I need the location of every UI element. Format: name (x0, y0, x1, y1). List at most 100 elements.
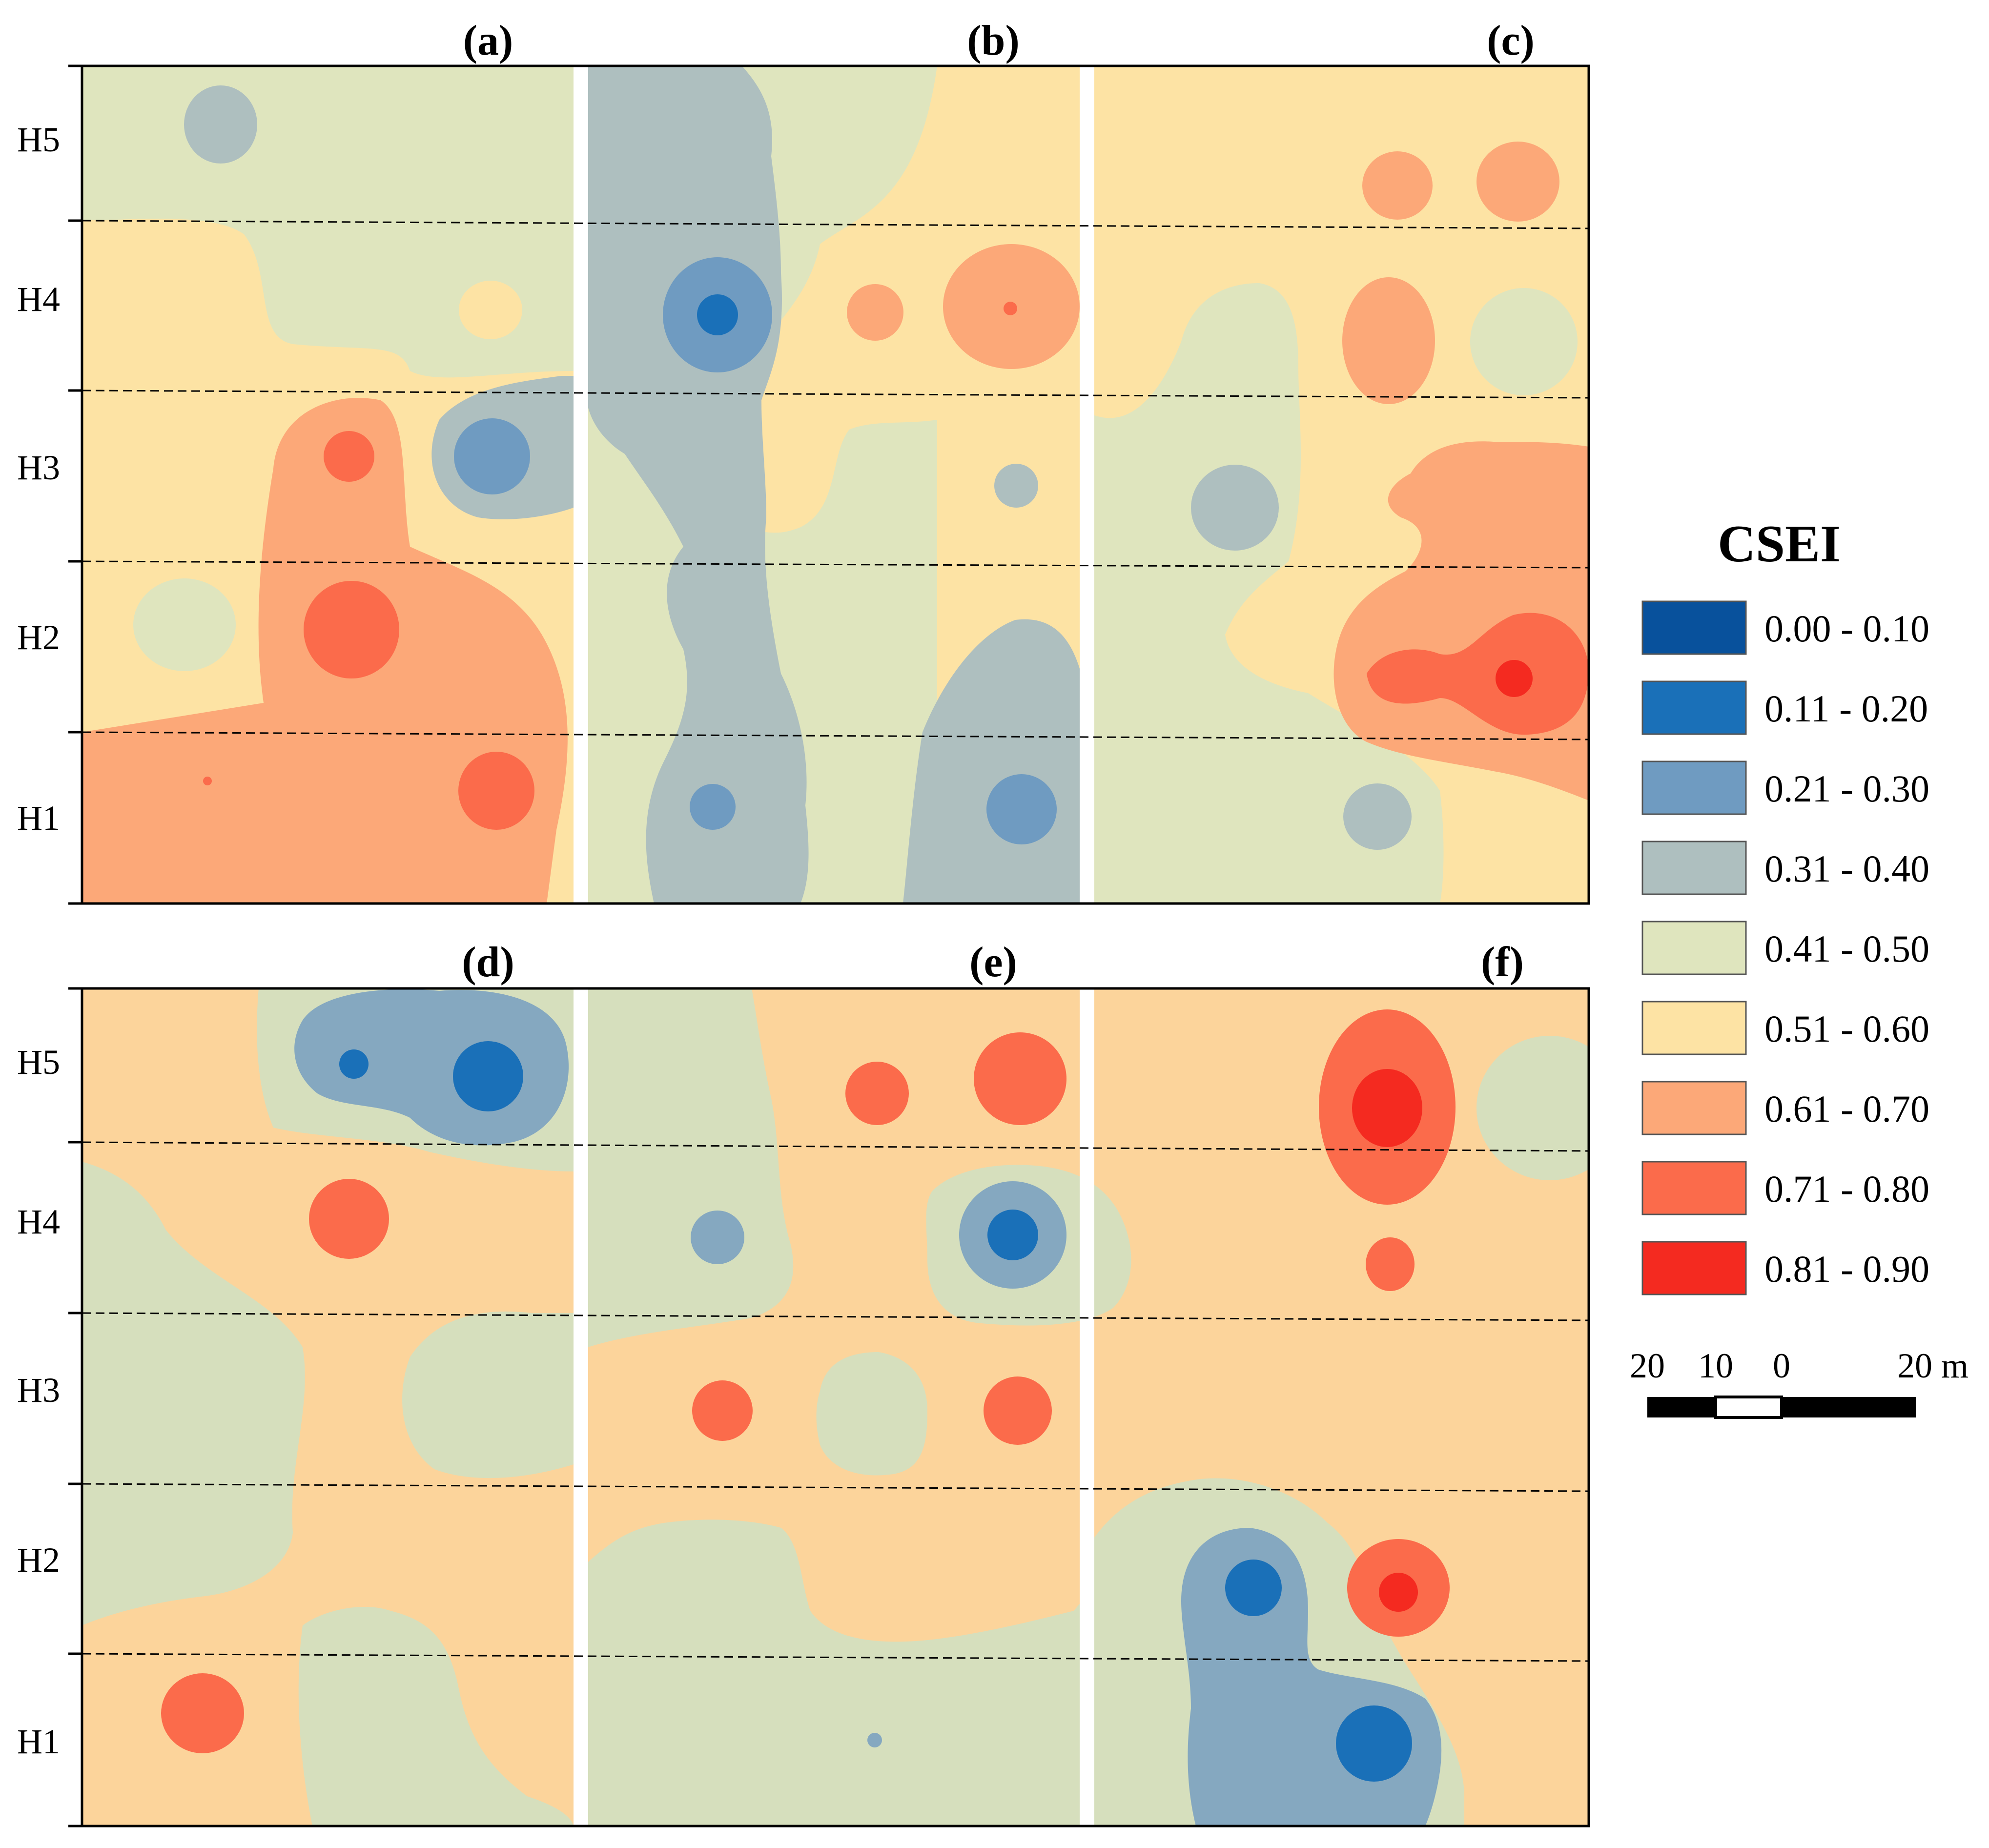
legend-swatch (1641, 600, 1747, 655)
panel-label-c: (c) (1487, 17, 1535, 64)
a-red-dot (203, 777, 212, 785)
b-grey-spot (994, 464, 1038, 508)
legend-label: 0.21 - 0.30 (1764, 767, 1929, 810)
row-label-h2: H2 (17, 1540, 60, 1580)
legend-items: 0.00 - 0.10 0.11 - 0.20 0.21 - 0.30 0.31 - … (1641, 600, 1929, 1295)
a-green-spot (133, 578, 236, 671)
panel-label-b: (b) (967, 17, 1020, 64)
divider-bc (1080, 66, 1094, 903)
f-blue-core (1225, 1560, 1282, 1616)
b-grey-south (903, 619, 1129, 903)
legend-title: CSEI (1718, 515, 1841, 573)
scale-segment (1714, 1396, 1783, 1419)
b-red-dot (1004, 302, 1017, 315)
divider-ab (574, 66, 588, 903)
scale-tick-10: 10 (1698, 1346, 1733, 1385)
legend-label: 0.51 - 0.60 (1764, 1007, 1929, 1050)
a-yellow-spot (459, 281, 522, 339)
row-label-h1: H1 (17, 1722, 60, 1761)
legend-swatch (1641, 1001, 1747, 1055)
legend-swatch (1641, 760, 1747, 815)
f-red-core (1352, 1069, 1422, 1147)
map-bottom-frame (81, 987, 1590, 1827)
legend-swatch (1641, 680, 1747, 735)
e-green-south (588, 1519, 1094, 1826)
row-labels-top: H5 H4 H3 H2 H1 (17, 120, 60, 838)
e-blue-spot (691, 1211, 744, 1264)
d-green-south (298, 1606, 574, 1826)
legend-swatch (1641, 1081, 1747, 1135)
f-red-spot (1366, 1237, 1415, 1291)
scale-bar: 20 10 0 20 m (1630, 1346, 1968, 1419)
legend-swatch (1641, 1241, 1747, 1295)
legend-swatch (1641, 1161, 1747, 1215)
panel-label-e: (e) (969, 939, 1017, 986)
d-green-east (402, 1311, 574, 1478)
row-boundaries-top (82, 220, 1589, 740)
c-green-spot (1470, 288, 1578, 395)
c-orange-spot (1476, 142, 1559, 222)
legend-swatch (1641, 921, 1747, 975)
b-blue-spot (690, 784, 736, 830)
scale-segment (1647, 1397, 1716, 1417)
row-label-h3: H3 (17, 1371, 60, 1410)
b-orange-spot (847, 284, 903, 341)
legend-label: 0.11 - 0.20 (1764, 687, 1928, 730)
a-red-spot (324, 431, 374, 482)
panel-label-a: (a) (463, 17, 513, 64)
row-label-h3: H3 (17, 448, 60, 487)
f-red-core (1379, 1573, 1418, 1612)
a-blue-spot (454, 418, 530, 494)
a-grey-spot (184, 85, 257, 164)
legend-label: 0.61 - 0.70 (1764, 1088, 1929, 1130)
e-red-spot (984, 1376, 1052, 1445)
left-ticks (68, 64, 82, 1827)
b-blue-core (697, 294, 738, 335)
f-green-spot (1476, 1036, 1589, 1180)
e-red-spot (845, 1062, 909, 1125)
divider-de (574, 988, 588, 1826)
c-orange-spot (1342, 277, 1435, 404)
scale-tick-20-left: 20 (1630, 1346, 1665, 1385)
c-red-zone (1367, 613, 1589, 735)
row-label-h4: H4 (17, 280, 60, 319)
c-orange-spot (1362, 151, 1433, 220)
d-green-west (82, 1162, 305, 1625)
e-green-north (588, 988, 794, 1347)
scale-tick-20-right: 20 m (1897, 1346, 1968, 1385)
row-label-h2: H2 (17, 618, 60, 657)
c-grey-spot (1343, 783, 1412, 850)
a-orange-blob (82, 703, 439, 903)
e-red-spot (974, 1032, 1066, 1125)
c-red-core (1496, 660, 1533, 697)
d-blue-core (453, 1041, 523, 1111)
c-green-zone (1088, 283, 1444, 903)
e-red-spot (692, 1380, 753, 1441)
map-bottom (82, 988, 1589, 1826)
f-blue-core (1336, 1705, 1412, 1782)
divider-ef (1080, 988, 1094, 1826)
b-blue-spot (986, 774, 1057, 844)
legend-label: 0.00 - 0.10 (1764, 607, 1929, 650)
map-top-frame (81, 64, 1590, 905)
row-boundaries-bottom (82, 1141, 1589, 1662)
d-red-spot (309, 1179, 389, 1259)
legend: CSEI 0.00 - 0.100.11 - 0.200.21 - 0.300.… (1641, 515, 1929, 1295)
e-blue-core (987, 1210, 1038, 1260)
legend-label: 0.41 - 0.50 (1764, 927, 1929, 970)
scale-tick-0: 0 (1773, 1346, 1790, 1385)
panel-label-f: (f) (1481, 939, 1524, 986)
a-red-spot (304, 581, 399, 678)
legend-label: 0.31 - 0.40 (1764, 847, 1929, 890)
a-red-spot (458, 752, 534, 830)
legend-label: 0.71 - 0.80 (1764, 1168, 1929, 1210)
row-labels-bottom: H5 H4 H3 H2 H1 (17, 1043, 60, 1761)
row-label-h5: H5 (17, 120, 60, 159)
d-blue-core (339, 1049, 369, 1079)
panel-label-d: (d) (462, 939, 514, 986)
b-yellow-zone (714, 66, 937, 533)
legend-swatch (1641, 841, 1747, 895)
row-label-h4: H4 (17, 1202, 60, 1241)
e-blue-dot (867, 1733, 882, 1747)
